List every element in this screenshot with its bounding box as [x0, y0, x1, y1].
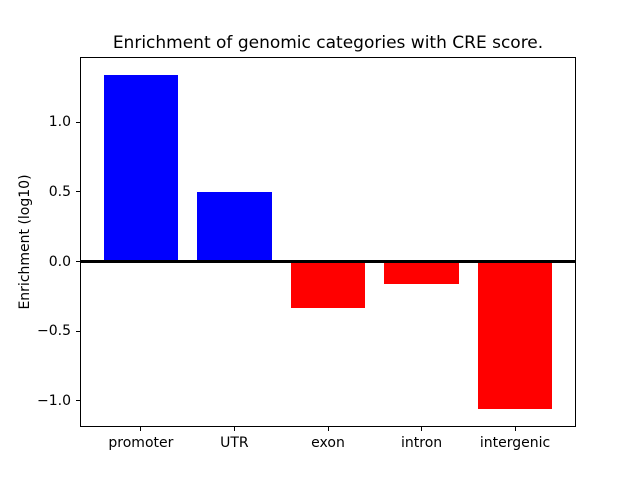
- y-tick-label: −1.0: [37, 393, 71, 409]
- y-tick-mark: [76, 191, 80, 192]
- y-tick-label: −0.5: [37, 323, 71, 339]
- x-tick-label-UTR: UTR: [220, 435, 249, 451]
- x-tick-mark: [421, 427, 422, 431]
- x-tick-mark: [234, 427, 235, 431]
- bar-intergenic: [477, 261, 553, 410]
- y-tick-mark: [76, 261, 80, 262]
- y-tick-mark: [76, 331, 80, 332]
- bar-promoter: [103, 74, 179, 262]
- y-tick-label: 1.0: [48, 114, 71, 130]
- x-tick-label-promoter: promoter: [108, 435, 174, 451]
- x-tick-label-intergenic: intergenic: [479, 435, 551, 451]
- bar-UTR: [197, 191, 272, 262]
- x-tick-mark: [515, 427, 516, 431]
- x-tick-mark: [140, 427, 141, 431]
- y-tick-mark: [76, 400, 80, 401]
- y-tick-mark: [76, 122, 80, 123]
- y-tick-label: 0.5: [48, 184, 71, 200]
- bar-exon: [290, 261, 366, 308]
- bar-intron: [384, 261, 459, 284]
- x-tick-mark: [328, 427, 329, 431]
- x-tick-label-exon: exon: [311, 435, 345, 451]
- plot-area: [80, 57, 576, 427]
- zero-line: [81, 260, 575, 263]
- x-tick-label-intron: intron: [401, 435, 443, 451]
- chart-title: Enrichment of genomic categories with CR…: [112, 33, 544, 53]
- y-tick-label: 0.0: [48, 254, 71, 270]
